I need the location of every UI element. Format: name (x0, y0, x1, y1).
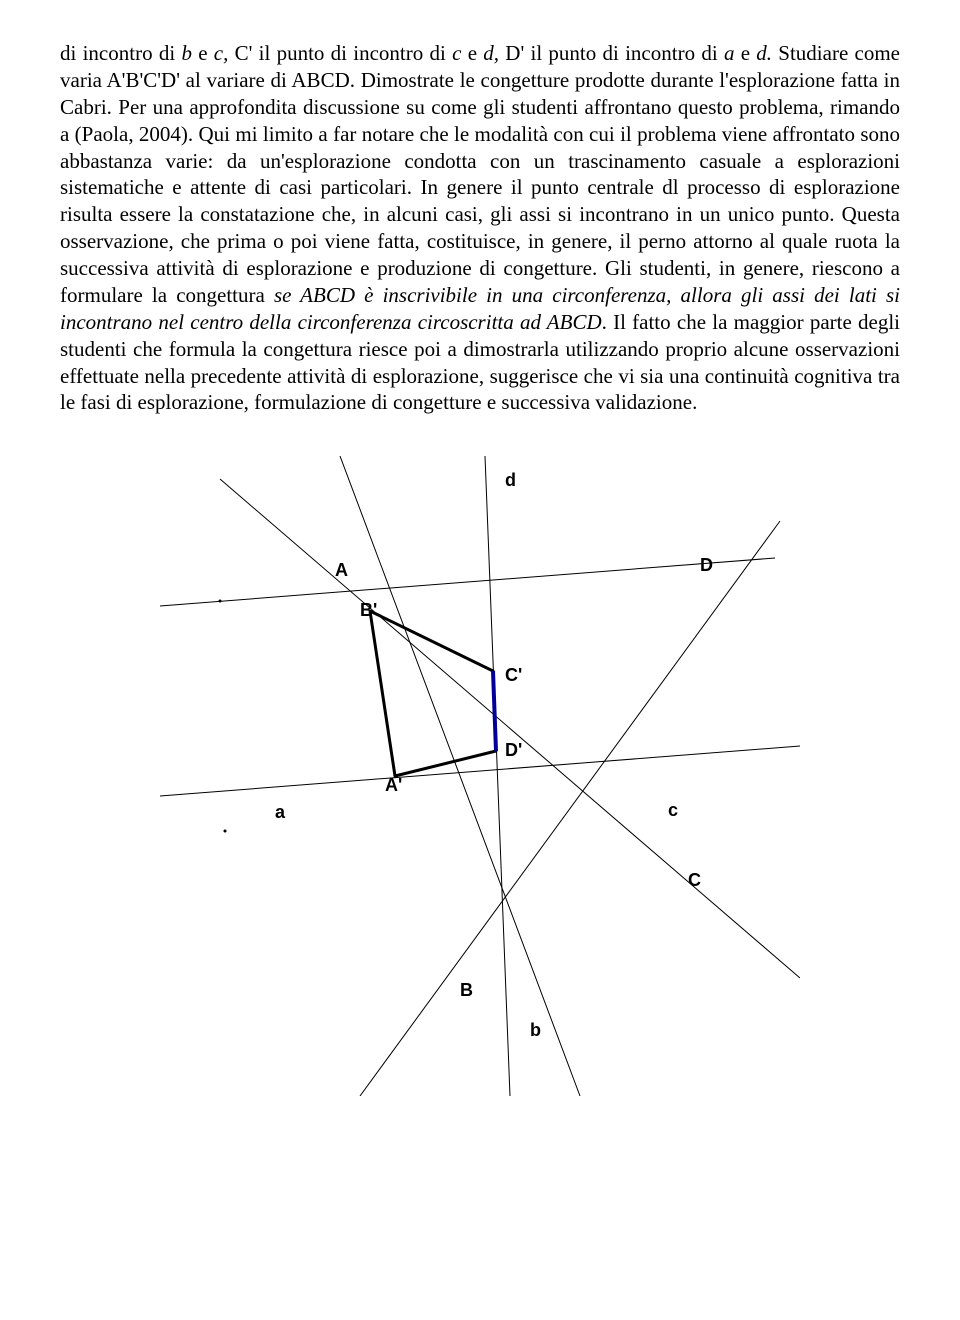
svg-text:D': D' (505, 740, 522, 760)
svg-text:D: D (700, 555, 713, 575)
text-run: Per una approfondita discussione su come… (60, 95, 900, 307)
svg-text:A': A' (385, 775, 402, 795)
geometry-diagram: d A D B' C' D' A' a c C Bb (60, 456, 900, 1096)
svg-text:A: A (335, 560, 348, 580)
text-italic: c, (214, 41, 229, 65)
text-run: di incontro di (60, 41, 181, 65)
svg-text:a: a (275, 802, 286, 822)
svg-text:B: B (460, 980, 473, 1000)
svg-text:b: b (530, 1020, 541, 1040)
text-italic: d. (756, 41, 772, 65)
text-run: e (192, 41, 214, 65)
svg-text:B': B' (360, 600, 377, 620)
text-run: C' il punto di incontro di (228, 41, 452, 65)
svg-text:C: C (688, 870, 701, 890)
text-italic: b (181, 41, 192, 65)
svg-text:d: d (505, 470, 516, 490)
diagram-svg: d A D B' C' D' A' a c C Bb (160, 456, 800, 1096)
svg-text:c: c (668, 800, 678, 820)
text-run: D' il punto di incontro di (499, 41, 724, 65)
text-run: e (734, 41, 756, 65)
paragraph-1: di incontro di b e c, C' il punto di inc… (60, 40, 900, 416)
text-italic: a (724, 41, 735, 65)
svg-text:C': C' (505, 665, 522, 685)
text-italic: d, (483, 41, 499, 65)
text-run: e (461, 41, 483, 65)
